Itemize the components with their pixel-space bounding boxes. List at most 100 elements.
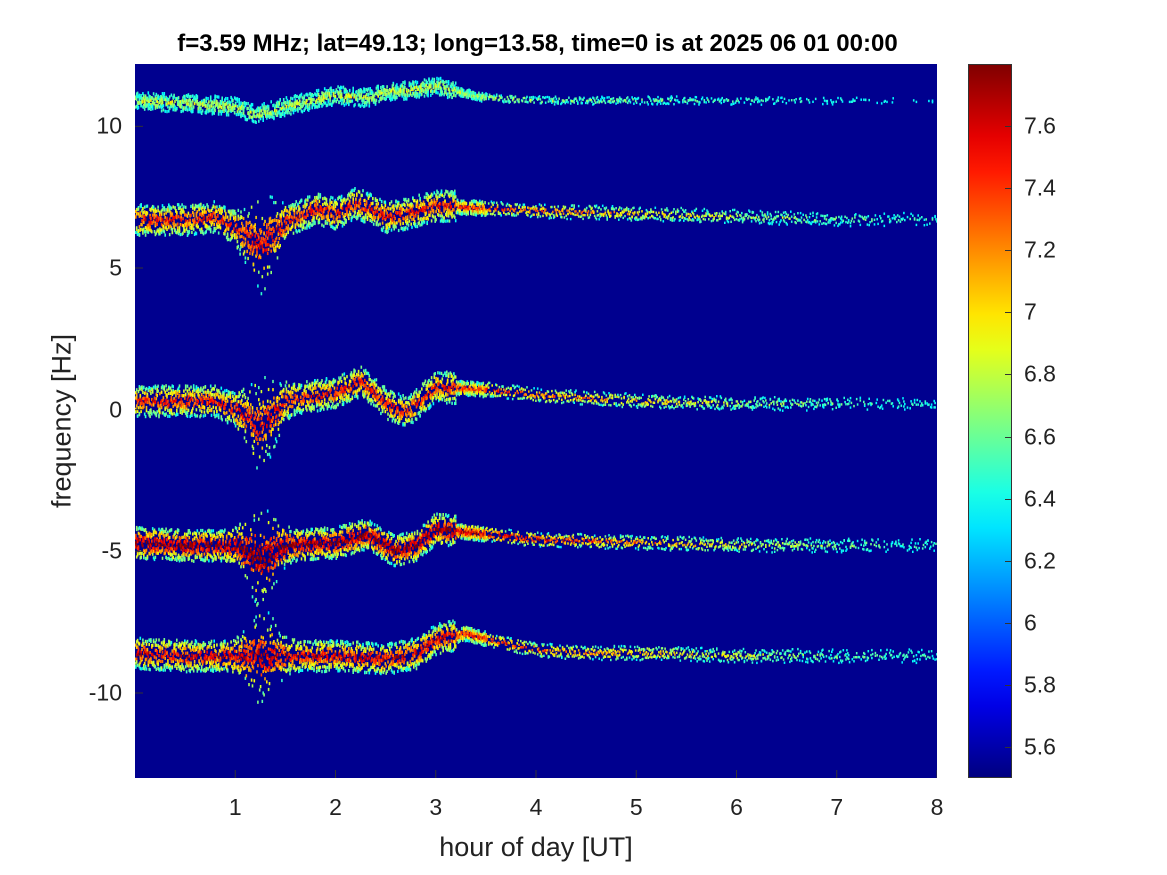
intensity-cell	[227, 109, 230, 113]
intensity-cell	[186, 108, 189, 112]
intensity-cell	[854, 216, 856, 219]
intensity-cell	[894, 217, 896, 221]
intensity-cell	[149, 411, 151, 415]
intensity-cell	[192, 219, 195, 223]
intensity-cell	[658, 211, 660, 214]
intensity-cell	[718, 100, 721, 103]
intensity-cell	[494, 95, 496, 99]
intensity-cell	[452, 83, 454, 87]
intensity-cell	[225, 101, 228, 106]
intensity-cell	[338, 195, 340, 199]
intensity-cell	[352, 86, 354, 90]
intensity-cell	[200, 229, 202, 233]
intensity-cell	[758, 218, 761, 221]
intensity-cell	[292, 218, 295, 222]
intensity-cell	[738, 219, 740, 222]
intensity-cell	[444, 86, 446, 90]
intensity-cell	[364, 213, 367, 217]
intensity-cell	[438, 84, 441, 89]
intensity-cell	[710, 219, 713, 223]
intensity-cell	[271, 232, 273, 236]
intensity-cell	[657, 217, 659, 221]
intensity-cell	[452, 88, 454, 92]
intensity-cell	[727, 99, 730, 102]
intensity-cell	[161, 100, 164, 104]
intensity-cell	[251, 103, 254, 107]
intensity-cell	[135, 388, 138, 392]
intensity-cell	[244, 103, 247, 107]
intensity-cell	[265, 241, 267, 245]
intensity-cell	[242, 111, 245, 115]
intensity-cell	[214, 205, 216, 209]
intensity-cell	[799, 97, 802, 100]
intensity-cell	[487, 208, 490, 211]
intensity-cell	[306, 226, 308, 230]
intensity-cell	[637, 218, 640, 221]
intensity-cell	[286, 98, 289, 102]
intensity-cell	[476, 98, 478, 102]
intensity-cell	[288, 102, 290, 106]
intensity-cell	[431, 90, 434, 94]
intensity-cell	[180, 102, 182, 107]
intensity-cell	[405, 197, 407, 201]
intensity-cell	[315, 93, 318, 97]
intensity-cell	[438, 84, 440, 88]
intensity-cell	[160, 212, 163, 216]
intensity-cell	[202, 217, 205, 221]
intensity-cell	[532, 95, 534, 99]
intensity-cell	[155, 231, 158, 235]
intensity-cell	[283, 107, 286, 111]
intensity-cell	[682, 216, 684, 219]
intensity-cell	[298, 218, 300, 222]
intensity-cell	[316, 202, 319, 206]
intensity-cell	[190, 226, 192, 230]
intensity-cell	[725, 217, 728, 221]
intensity-cell	[149, 389, 151, 393]
intensity-cell	[279, 227, 281, 231]
intensity-cell	[390, 200, 393, 204]
intensity-cell	[290, 206, 293, 210]
intensity-cell	[352, 197, 354, 201]
intensity-cell	[135, 394, 138, 399]
intensity-cell	[746, 98, 748, 101]
intensity-cell	[456, 207, 459, 211]
intensity-cell	[306, 99, 308, 103]
intensity-cell	[826, 214, 829, 217]
intensity-cell	[175, 96, 177, 101]
intensity-cell	[157, 103, 159, 108]
intensity-cell	[190, 109, 192, 113]
intensity-cell	[464, 211, 467, 215]
intensity-cell	[356, 90, 358, 94]
intensity-cell	[581, 210, 583, 214]
intensity-cell	[756, 213, 758, 217]
intensity-cell	[471, 90, 474, 94]
intensity-cell	[373, 216, 376, 220]
intensity-cell	[534, 206, 536, 209]
intensity-cell	[225, 108, 227, 113]
intensity-cell	[437, 83, 439, 87]
intensity-cell	[426, 89, 428, 93]
intensity-cell	[631, 215, 633, 218]
intensity-cell	[618, 218, 620, 221]
intensity-cell	[260, 230, 263, 234]
intensity-cell	[304, 107, 306, 111]
intensity-cell	[371, 202, 373, 206]
intensity-cell	[259, 117, 262, 121]
intensity-cell	[597, 206, 600, 210]
intensity-cell	[453, 93, 455, 97]
intensity-cell	[799, 100, 802, 104]
intensity-cell	[492, 96, 494, 99]
intensity-cell	[434, 216, 436, 220]
intensity-cell	[880, 102, 883, 105]
intensity-cell	[530, 214, 533, 217]
intensity-cell	[143, 217, 145, 221]
intensity-cell	[340, 220, 343, 224]
intensity-cell	[639, 206, 641, 209]
intensity-cell	[135, 230, 137, 234]
intensity-cell	[505, 204, 508, 207]
intensity-cell	[775, 220, 778, 224]
intensity-cell	[135, 212, 138, 216]
intensity-cell	[315, 216, 318, 220]
intensity-cell	[166, 395, 168, 399]
intensity-cell	[378, 207, 380, 211]
